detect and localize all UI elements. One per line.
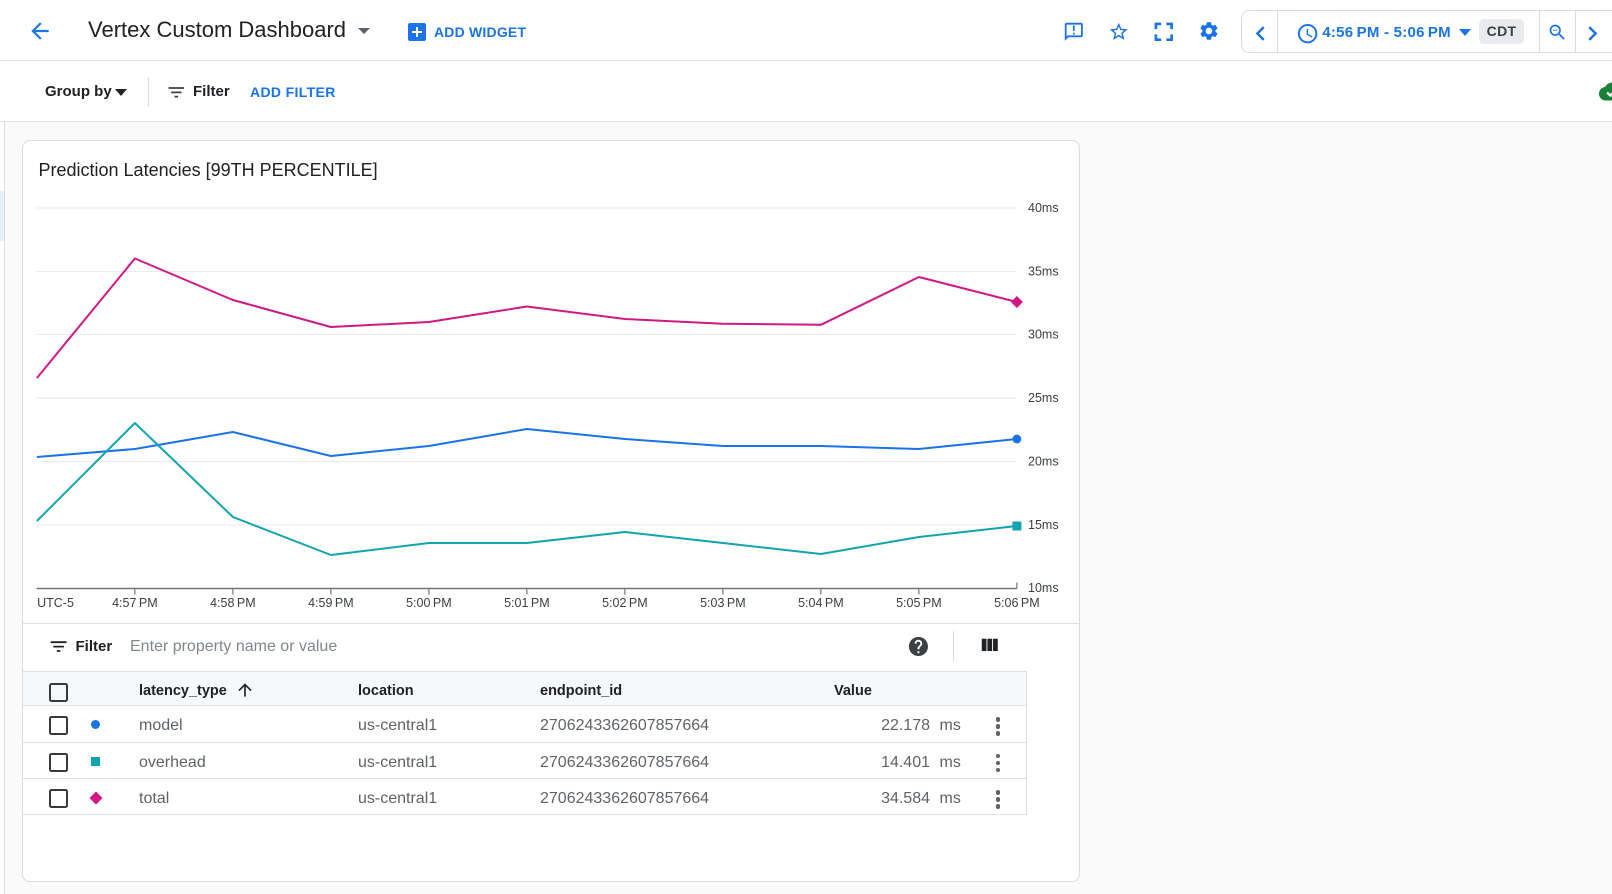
svg-text:30ms: 30ms	[1028, 328, 1059, 342]
svg-text:4:59 PM: 4:59 PM	[308, 596, 354, 610]
svg-text:5:04 PM: 5:04 PM	[798, 596, 844, 610]
svg-text:40ms: 40ms	[1028, 201, 1059, 215]
svg-text:UTC-5: UTC-5	[37, 596, 74, 610]
svg-text:5:03 PM: 5:03 PM	[700, 596, 746, 610]
svg-text:4:57 PM: 4:57 PM	[112, 596, 158, 610]
svg-text:15ms: 15ms	[1028, 518, 1059, 532]
svg-text:25ms: 25ms	[1028, 391, 1059, 405]
svg-text:5:00 PM: 5:00 PM	[406, 596, 452, 610]
svg-text:5:01 PM: 5:01 PM	[504, 596, 550, 610]
svg-text:20ms: 20ms	[1028, 455, 1059, 469]
svg-text:5:06 PM: 5:06 PM	[994, 596, 1040, 610]
svg-text:35ms: 35ms	[1028, 265, 1059, 279]
svg-text:4:58 PM: 4:58 PM	[210, 596, 256, 610]
svg-text:5:05 PM: 5:05 PM	[896, 596, 942, 610]
svg-text:5:02 PM: 5:02 PM	[602, 596, 648, 610]
svg-text:10ms: 10ms	[1028, 581, 1059, 595]
